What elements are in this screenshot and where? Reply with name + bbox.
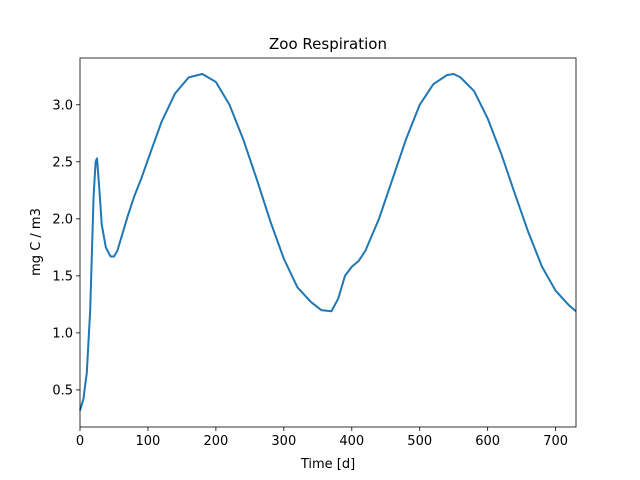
plot-frame bbox=[79, 57, 577, 428]
x-tick-label: 600 bbox=[475, 434, 500, 449]
x-tick-label: 500 bbox=[407, 434, 432, 449]
x-tick-label: 300 bbox=[271, 434, 296, 449]
x-tick-label: 400 bbox=[339, 434, 364, 449]
y-tick-label: 1.0 bbox=[52, 326, 73, 341]
y-tick-label: 2.0 bbox=[52, 212, 73, 227]
x-tick-label: 200 bbox=[203, 434, 228, 449]
x-tick-label: 0 bbox=[76, 434, 84, 449]
chart-title: Zoo Respiration bbox=[269, 35, 387, 53]
line-series bbox=[79, 72, 577, 411]
x-tick-label: 100 bbox=[136, 434, 161, 449]
y-tick-label: 1.5 bbox=[52, 269, 73, 284]
y-tick-label: 3.0 bbox=[52, 98, 73, 113]
y-axis-label: mg C / m3 bbox=[29, 208, 44, 276]
y-tick-label: 2.5 bbox=[52, 155, 73, 170]
y-tick-label: 0.5 bbox=[52, 383, 73, 398]
x-tick-label: 700 bbox=[543, 434, 568, 449]
x-axis-label: Time [d] bbox=[300, 457, 355, 472]
